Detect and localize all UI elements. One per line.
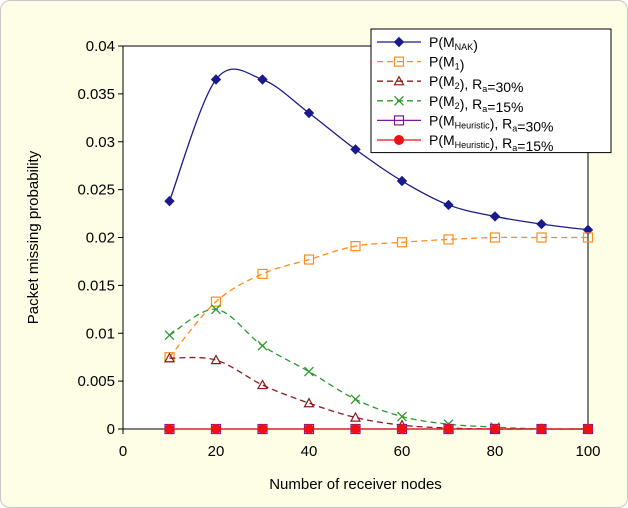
data-point [350,424,361,434]
data-point [489,211,501,222]
y-tick-label: 0.005 [77,373,115,390]
y-axis-title: Packet missing probability [25,150,42,324]
data-point [350,144,361,155]
legend-marker [394,95,404,106]
data-point [210,74,222,85]
data-point [443,234,454,245]
legend-item: P(MNAK) [377,34,478,53]
data-point [210,296,222,307]
data-point [536,232,547,243]
legend-item: P(MHeuristic), Ra=30% [377,112,553,134]
y-tick-label: 0.03 [86,134,115,151]
data-point [257,268,268,279]
data-point [211,304,221,315]
x-tick-label: 20 [208,443,225,460]
data-point [350,394,361,405]
legend-item: P(M2), Ra=15% [377,93,523,115]
data-point [490,424,500,434]
x-tick-label: 0 [119,443,127,460]
data-point [582,232,594,243]
data-point [397,411,407,422]
data-point [257,340,268,351]
legend-marker [393,56,405,67]
data-point [397,424,407,434]
series-layer [163,68,594,435]
legend-item: P(M1) [377,54,464,73]
legend-marker [393,75,405,86]
data-point [396,175,408,187]
data-point [303,107,315,119]
data-point [164,195,175,207]
series-1 [164,68,594,236]
y-tick-label: 0.015 [77,277,115,294]
series-2 [164,232,594,363]
series-line [168,68,589,231]
series-line [169,236,588,358]
series-6 [164,424,593,434]
data-point [256,379,269,390]
legend-marker [394,135,404,145]
legend: P(MNAK)P(M1)P(M2), Ra=30%P(M2), Ra=15%P(… [370,28,612,154]
legend-label: P(M2), Ra=30% [429,73,523,95]
data-point [583,424,593,434]
data-point [210,354,222,365]
y-tick-label: 0.01 [86,325,115,342]
legend-label: P(M1) [429,54,464,73]
y-tick-label: 0.025 [77,182,115,199]
legend-marker [393,36,405,48]
data-point [304,424,314,434]
x-axis-title: Number of receiver nodes [269,476,442,493]
x-tick-label: 80 [487,443,504,460]
data-point [582,224,594,236]
data-point [164,424,175,434]
data-point [443,424,454,434]
data-point [211,424,221,434]
data-point [303,397,315,408]
x-tick-label: 60 [394,443,411,460]
data-point [489,232,501,243]
data-point [257,424,268,434]
data-point [443,199,454,211]
data-point [536,218,547,230]
data-point [350,241,361,252]
legend-marker [393,115,405,126]
legend-item: P(MHeuristic), Ra=15% [377,132,553,154]
legend-box [370,28,612,154]
legend-label: P(MHeuristic), Ra=15% [429,132,553,154]
data-point [349,411,362,422]
data-point [164,330,175,341]
legend-label: P(M2), Ra=15% [429,93,523,115]
series-line [169,308,589,430]
x-tick-label: 40 [301,443,318,460]
data-point [163,352,176,363]
y-axis: 0 0.005 0.01 0.015 0.02 0.025 0.03 0.035 0.04 [77,38,123,438]
legend-label: P(MNAK) [429,34,478,53]
data-point [257,74,268,85]
y-tick-label: 0.035 [77,86,115,103]
y-tick-label: 0.02 [86,230,115,247]
x-tick-label: 100 [575,443,600,460]
legend-label: P(MHeuristic), Ra=30% [429,112,553,134]
data-point [303,254,315,265]
legend-item: P(M2), Ra=30% [377,73,523,95]
data-point [304,366,314,377]
data-point [536,424,547,434]
y-tick-label: 0 [107,421,115,438]
y-tick-label: 0.04 [86,38,115,55]
data-point [396,237,408,248]
